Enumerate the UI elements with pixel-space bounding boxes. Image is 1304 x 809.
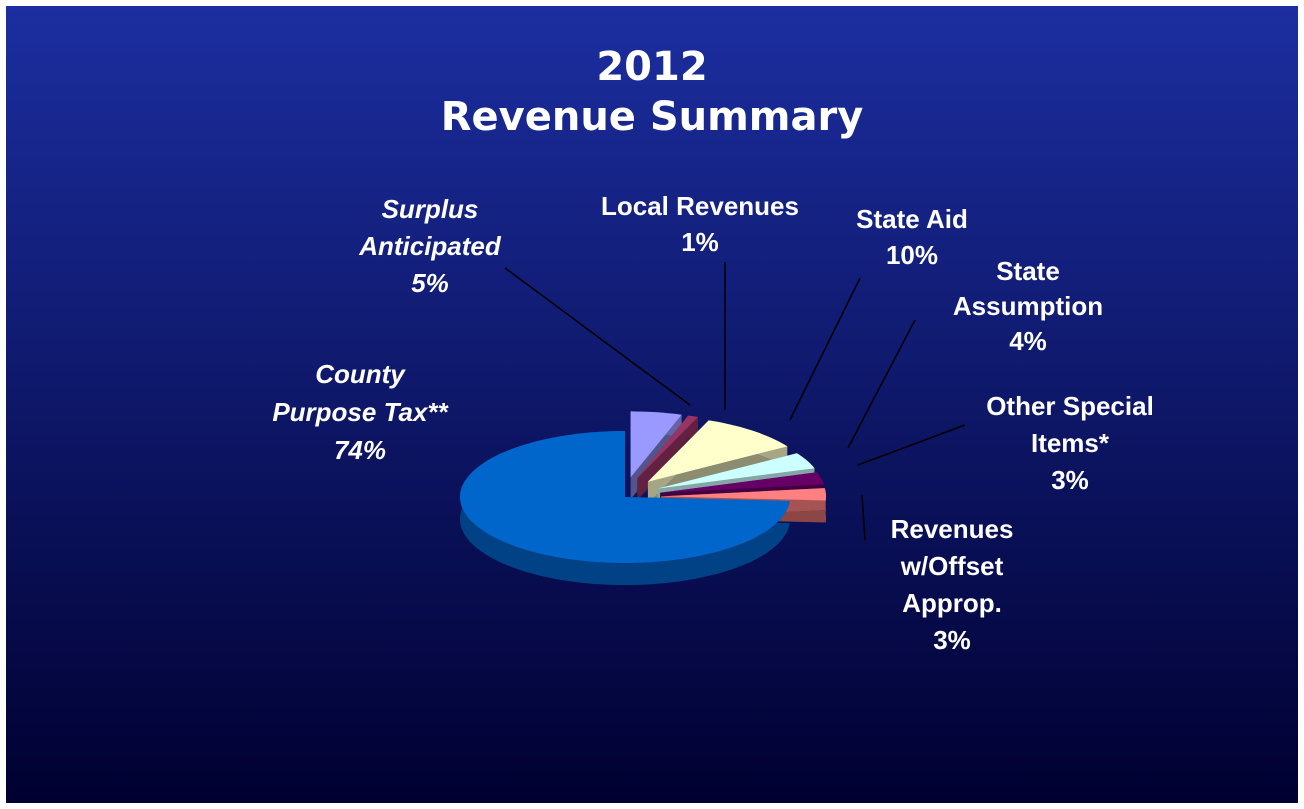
text-line: Other Special: [986, 391, 1154, 421]
chart-title: 2012 Revenue Summary: [441, 44, 864, 140]
slice-label: Revenues w/Offset Approp.: [891, 514, 1014, 618]
text-line: 2012: [596, 44, 707, 90]
value-label: 74%: [334, 435, 386, 465]
leader-line: [789, 277, 861, 421]
value-label: 10%: [886, 240, 938, 270]
slice: [647, 420, 788, 482]
slice: [630, 411, 682, 478]
value-label: 4%: [1009, 326, 1047, 356]
value-label: 3%: [1051, 465, 1089, 495]
value-label: 3%: [933, 625, 971, 655]
text-line: Assumption: [953, 291, 1103, 321]
text-line: Revenue Summary: [441, 94, 864, 140]
slice-label: Local Revenues: [601, 191, 799, 221]
text-line: State: [996, 256, 1060, 286]
text-line: Surplus: [382, 194, 479, 224]
text-line: Local Revenues: [601, 191, 799, 221]
text-line: State Aid: [856, 204, 968, 234]
slice: [661, 488, 826, 501]
value-label: 1%: [681, 227, 719, 257]
leader-line: [857, 424, 966, 466]
slice-label: Other Special Items*: [986, 391, 1154, 458]
text-line: County: [315, 359, 406, 389]
leader-line: [847, 319, 916, 449]
slice-label: Surplus Anticipated: [358, 194, 502, 261]
slice: [657, 453, 815, 489]
slice-label: State Aid: [856, 204, 968, 234]
text-line: Anticipated: [358, 231, 502, 261]
text-line: Items*: [1031, 428, 1110, 458]
text-line: Revenues: [891, 514, 1014, 544]
slice: [460, 431, 790, 563]
text-line: Approp.: [902, 588, 1002, 618]
value-label: 5%: [411, 268, 449, 298]
text-line: Purpose Tax**: [272, 397, 449, 427]
slice-label: State Assumption: [953, 256, 1103, 321]
text-line: w/Offset: [900, 551, 1004, 581]
slice-label: County Purpose Tax**: [272, 359, 449, 427]
leader-line: [504, 267, 691, 406]
leader-line: [861, 494, 866, 541]
slice: [660, 472, 824, 493]
slice: [637, 415, 698, 479]
background: [6, 6, 1298, 803]
